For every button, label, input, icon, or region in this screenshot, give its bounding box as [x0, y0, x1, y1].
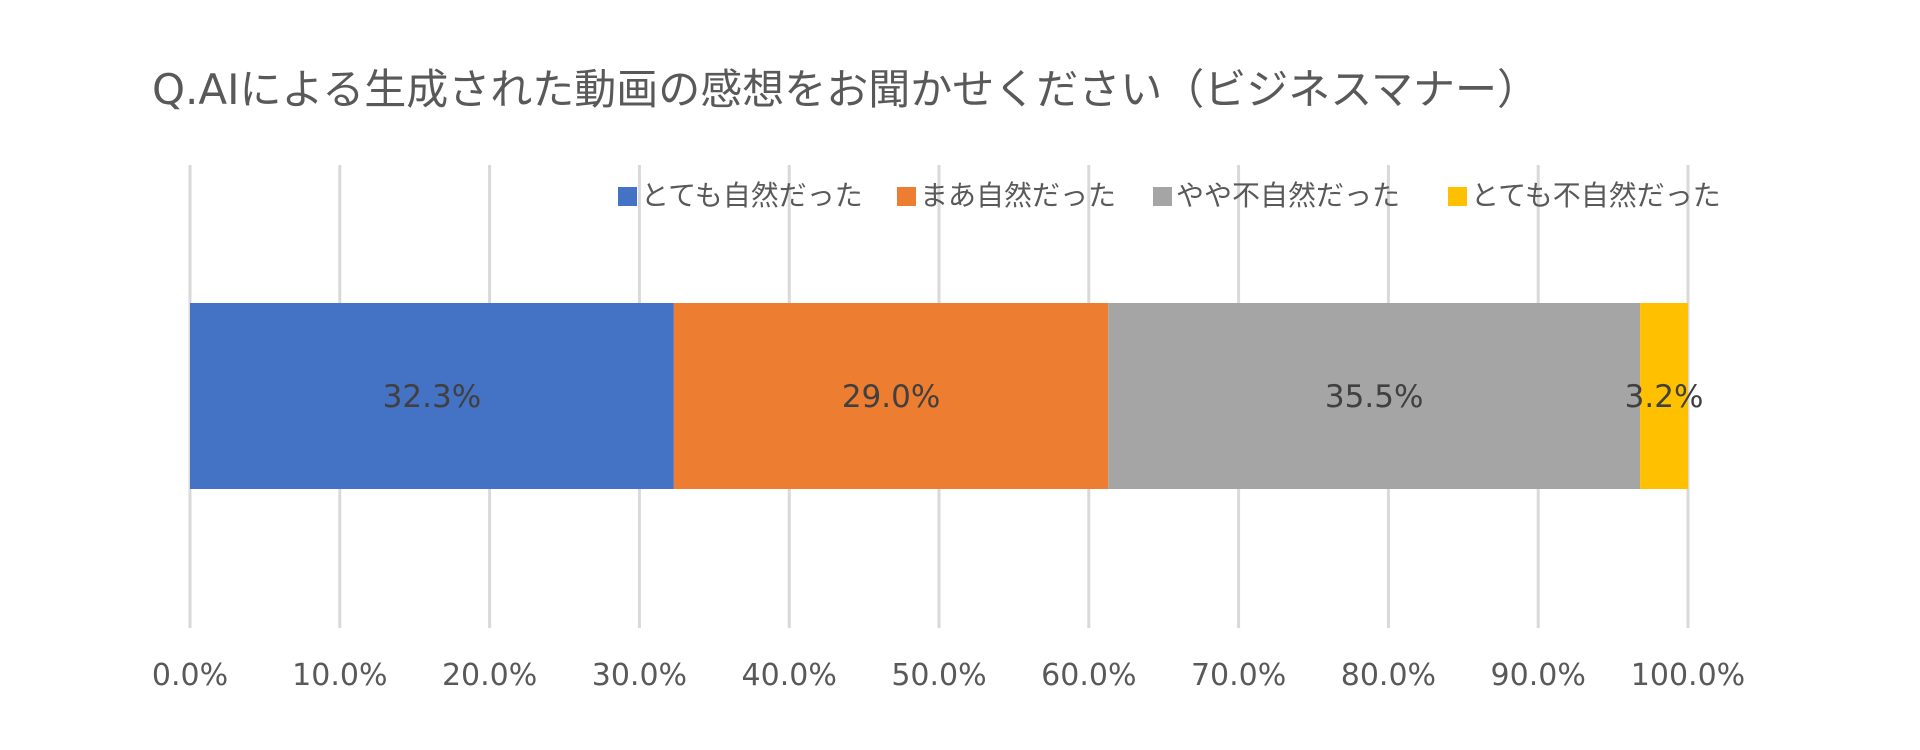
data-label-2: 35.5%: [1325, 379, 1423, 415]
legend-swatch-0: [618, 187, 637, 206]
data-label-0: 32.3%: [383, 379, 481, 415]
x-tick-label-3: 30.0%: [592, 658, 687, 693]
data-labels: 32.3% 29.0% 35.5% 3.2%: [383, 379, 1704, 415]
x-tick-label-9: 90.0%: [1491, 658, 1586, 693]
x-tick-label-6: 60.0%: [1041, 658, 1136, 693]
bar-segment-0: [190, 303, 674, 489]
bar-segment-1: [673, 303, 1109, 489]
chart-title: Q.AIによる生成された動画の感想をお聞かせください（ビジネスマナー）: [152, 65, 1539, 114]
bar-segment-2: [1108, 303, 1641, 489]
legend-swatch-3: [1448, 187, 1467, 206]
legend-label-0: とても自然だった: [641, 179, 863, 212]
legend-swatch-1: [897, 187, 916, 206]
x-tick-label-4: 40.0%: [742, 658, 837, 693]
data-label-3: 3.2%: [1625, 379, 1704, 415]
bar-segment-3: [1640, 303, 1688, 489]
x-tick-label-10: 100.0%: [1631, 658, 1745, 693]
legend-label-3: とても不自然だった: [1471, 179, 1721, 212]
x-tick-label-5: 50.0%: [891, 658, 986, 693]
x-tick-label-8: 80.0%: [1341, 658, 1436, 693]
x-tick-label-1: 10.0%: [292, 658, 387, 693]
bar-segments: [190, 303, 1688, 489]
legend-label-2: やや不自然だった: [1176, 179, 1400, 212]
x-tick-label-0: 0.0%: [152, 658, 228, 693]
legend: とても自然だった まあ自然だった やや不自然だった とても不自然だった: [618, 179, 1721, 212]
legend-label-1: まあ自然だった: [920, 179, 1116, 212]
x-tick-label-7: 70.0%: [1191, 658, 1286, 693]
x-axis-tick-labels: 0.0% 10.0% 20.0% 30.0% 40.0% 50.0% 60.0% 70.0% 8…: [152, 658, 1745, 693]
x-tick-label-2: 20.0%: [442, 658, 537, 693]
data-label-1: 29.0%: [842, 379, 940, 415]
legend-swatch-2: [1153, 187, 1172, 206]
